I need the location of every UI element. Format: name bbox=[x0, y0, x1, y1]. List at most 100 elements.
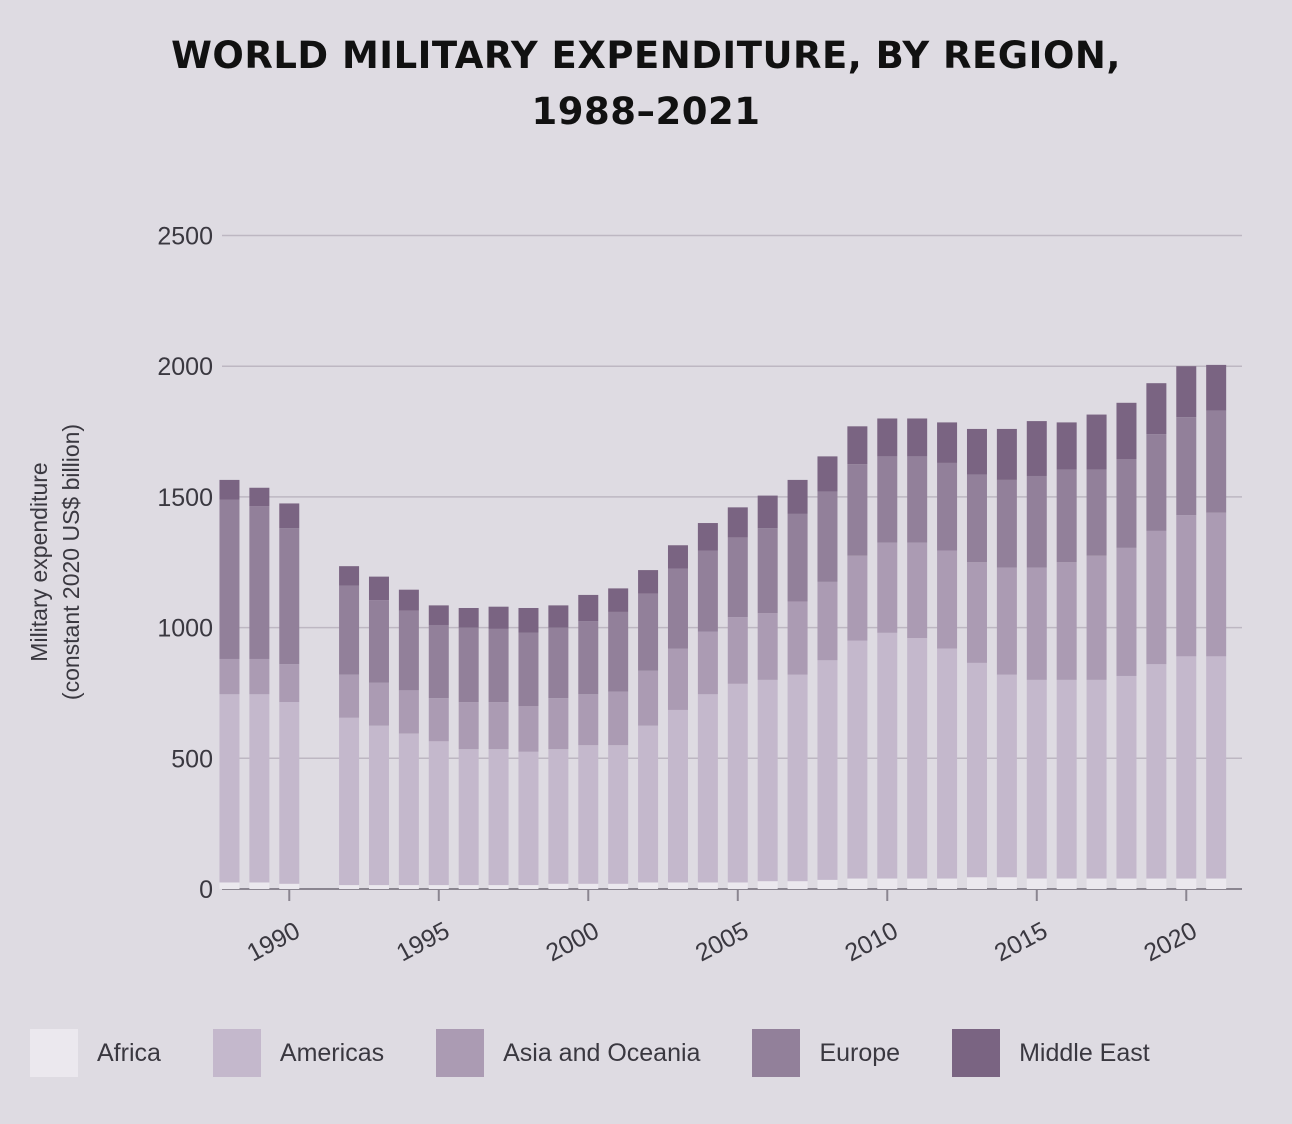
bar-segment bbox=[907, 638, 928, 879]
bar-segment bbox=[249, 882, 270, 889]
legend-label: Europe bbox=[819, 1038, 901, 1067]
bar-segment bbox=[608, 611, 629, 692]
bar-segment bbox=[548, 698, 569, 750]
bar-segment bbox=[518, 632, 539, 707]
bar-segment bbox=[996, 428, 1017, 480]
legend-swatch bbox=[30, 1029, 78, 1077]
bar-segment bbox=[458, 885, 479, 889]
bar-segment bbox=[817, 879, 838, 889]
bar-segment bbox=[608, 691, 629, 746]
bar-segment bbox=[847, 878, 868, 889]
bar-segment bbox=[488, 749, 509, 886]
bar-segment bbox=[339, 717, 360, 886]
y-tick-label: 2000 bbox=[157, 353, 213, 381]
bar-segment bbox=[1116, 675, 1137, 879]
bar-segment bbox=[219, 882, 240, 889]
bar-segment bbox=[428, 741, 449, 886]
legend-swatch bbox=[752, 1029, 801, 1077]
legend-label: Americas bbox=[279, 1038, 385, 1067]
bar-segment bbox=[1116, 878, 1137, 889]
bar-segment bbox=[608, 883, 629, 889]
bar-segment bbox=[727, 882, 748, 889]
bar-segment bbox=[907, 542, 928, 639]
bar-segment bbox=[518, 751, 539, 886]
bar-segment bbox=[368, 725, 389, 886]
bar-segment bbox=[667, 568, 688, 649]
bar-segment bbox=[1026, 679, 1047, 879]
bar-segment bbox=[608, 588, 629, 612]
bar-segment bbox=[458, 627, 479, 703]
bar-segment bbox=[1056, 679, 1077, 879]
bar-segment bbox=[847, 464, 868, 556]
bar-segment bbox=[339, 674, 360, 718]
bar-segment bbox=[1116, 458, 1137, 548]
bar-segment bbox=[249, 694, 270, 883]
legend-label: Africa bbox=[97, 1038, 161, 1067]
x-tick-label: 2005 bbox=[691, 917, 753, 968]
bar-segment bbox=[817, 491, 838, 582]
bar-segment bbox=[578, 745, 599, 884]
bar-segment bbox=[428, 698, 449, 742]
bar-segment bbox=[1146, 664, 1167, 879]
bar-segment bbox=[667, 648, 688, 710]
bar-segment bbox=[398, 885, 419, 889]
y-axis-label-line2: (constant 2020 US$ billion) bbox=[58, 424, 84, 700]
bar-segment bbox=[697, 550, 718, 632]
bar-segment bbox=[787, 674, 808, 882]
bar-segment bbox=[907, 418, 928, 457]
bar-segment bbox=[966, 474, 987, 563]
bar-segment bbox=[877, 418, 898, 457]
bar-segment bbox=[667, 709, 688, 883]
bar-segment bbox=[757, 881, 778, 889]
bar-segment bbox=[787, 479, 808, 514]
legend-label: Asia and Oceania bbox=[503, 1038, 701, 1067]
bar-segment bbox=[518, 885, 539, 889]
legend-item: Americas bbox=[212, 1029, 385, 1077]
legend-swatch bbox=[952, 1029, 1001, 1077]
bar-segment bbox=[1206, 512, 1227, 657]
bar-segment bbox=[937, 648, 958, 879]
bar-segment bbox=[219, 694, 240, 883]
bar-segment bbox=[1056, 562, 1077, 680]
bar-segment bbox=[877, 542, 898, 633]
bar-segment bbox=[847, 640, 868, 879]
bar-segment bbox=[1026, 475, 1047, 568]
bar-segment bbox=[1176, 417, 1197, 516]
bar-segment bbox=[638, 670, 659, 726]
legend-item: Middle East bbox=[952, 1029, 1150, 1077]
bar-segment bbox=[1146, 530, 1167, 665]
bar-segment bbox=[428, 624, 449, 699]
bar-segment bbox=[1176, 656, 1197, 879]
bar-segment bbox=[1116, 547, 1137, 676]
bar-segment bbox=[279, 528, 300, 665]
bar-segment bbox=[1026, 567, 1047, 680]
stacked-bar-chart: 0 500 1000 1500 2000 2500 1990 1995 2000 2005 201… bbox=[26, 223, 1242, 968]
bar-segment bbox=[907, 456, 928, 543]
bar-segment bbox=[219, 658, 240, 695]
bar-segment bbox=[548, 605, 569, 628]
bar-segment bbox=[937, 878, 958, 889]
x-axis: 1990 1995 2000 2005 2010 2015 2020 bbox=[242, 889, 1202, 968]
bar-segment bbox=[1176, 366, 1197, 418]
x-tick-label: 2020 bbox=[1139, 917, 1201, 968]
legend-item: Asia and Oceania bbox=[436, 1029, 700, 1077]
bar-segment bbox=[638, 593, 659, 671]
x-tick-label: 2010 bbox=[840, 917, 902, 968]
bar-segment bbox=[1146, 434, 1167, 531]
bar-segment bbox=[697, 882, 718, 889]
bar-segment bbox=[757, 679, 778, 882]
y-axis-label-line1: Military expenditure bbox=[26, 462, 52, 661]
bar-segment bbox=[339, 585, 360, 675]
y-tick-label: 1000 bbox=[157, 615, 213, 643]
bar-segment bbox=[548, 883, 569, 889]
bar-segment bbox=[667, 882, 688, 889]
bar-segment bbox=[966, 562, 987, 663]
bar-segment bbox=[548, 749, 569, 884]
bar-segment bbox=[488, 702, 509, 750]
bar-segment bbox=[638, 725, 659, 883]
y-tick-labels: 0 500 1000 1500 2000 2500 bbox=[157, 223, 213, 905]
bar-segment bbox=[219, 479, 240, 500]
bar-segment bbox=[727, 537, 748, 618]
bar-segment bbox=[458, 607, 479, 628]
bar-segment bbox=[458, 702, 479, 750]
